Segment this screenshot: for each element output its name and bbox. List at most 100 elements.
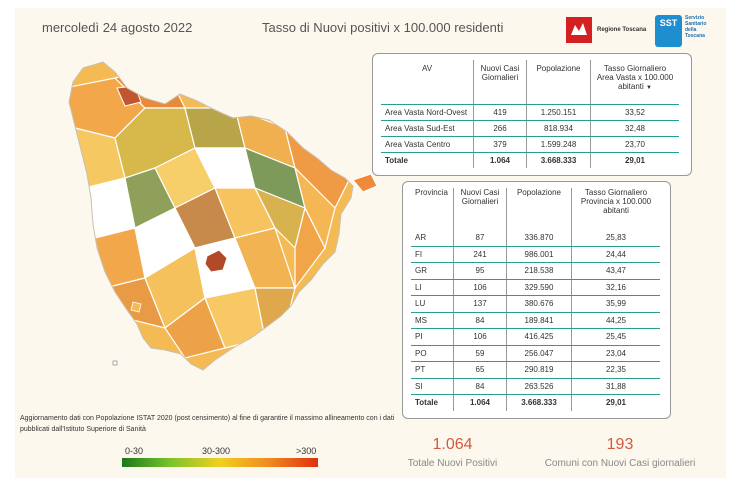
- prov-casi: 95: [453, 262, 507, 280]
- prov-pop: 263.526: [506, 378, 572, 395]
- av-casi-col-header: Nuovi Casi Giornalieri: [473, 60, 527, 105]
- prov-pop: 290.819: [506, 361, 572, 379]
- table-row: MS 84 189.841 44,25: [411, 312, 660, 329]
- prov-casi: 106: [453, 279, 507, 296]
- kpi-comuni-value: 193: [606, 436, 634, 453]
- prov-name: AR: [411, 230, 454, 247]
- tuscany-municipalities-map: [68, 61, 378, 371]
- prov-name: PI: [411, 328, 454, 346]
- prov-pop: 218.538: [506, 262, 572, 280]
- area-vasta-table: AV Nuovi Casi Giornalieri Popolazione Ta…: [381, 60, 679, 168]
- prov-casi: 137: [453, 295, 507, 313]
- prov-tasso-col-header: Tasso Giornaliero Provincia x 100.000 ab…: [580, 188, 652, 215]
- av-total-name: Totale: [381, 152, 474, 168]
- table-row: Area Vasta Centro 379 1.599.248 23,70: [381, 136, 679, 153]
- av-casi: 419: [473, 104, 527, 121]
- av-total-pop: 3.668.333: [526, 152, 591, 168]
- prov-pop: 380.676: [506, 295, 572, 313]
- prov-casi: 84: [453, 312, 507, 329]
- table-row: Area Vasta Sud-Est 266 818.934 32,48: [381, 120, 679, 137]
- prov-name: LI: [411, 279, 454, 296]
- av-name: Area Vasta Centro: [381, 136, 474, 153]
- area-vasta-card: AV Nuovi Casi Giornalieri Popolazione Ta…: [372, 53, 692, 176]
- av-pop: 818.934: [526, 120, 591, 137]
- regione-toscana-emblem-icon: [566, 17, 592, 43]
- prov-tasso: 35,99: [571, 295, 660, 313]
- report-date: mercoledì 24 agosto 2022: [42, 20, 193, 35]
- regione-toscana-logo: Regione Toscana: [566, 17, 646, 43]
- prov-tasso: 44,25: [571, 312, 660, 329]
- prov-casi: 65: [453, 361, 507, 379]
- table-row: Area Vasta Nord-Ovest 419 1.250.151 33,5…: [381, 104, 679, 121]
- prov-name: PT: [411, 361, 454, 379]
- prov-col-header: Provincia: [411, 188, 454, 230]
- page-title: Tasso di Nuovi positivi x 100.000 reside…: [262, 20, 504, 35]
- av-total-casi: 1.064: [473, 152, 527, 168]
- sst-logo-short: SST: [659, 18, 678, 28]
- legend-gradient-bar: [122, 458, 318, 467]
- table-total-row: Totale 1.064 3.668.333 29,01: [381, 152, 679, 168]
- sort-desc-icon: ▼: [646, 85, 652, 91]
- kpi-comuni-label: Comuni con Nuovi Casi giornalieri: [544, 458, 696, 469]
- table-row: SI 84 263.526 31,88: [411, 378, 660, 395]
- prov-name: MS: [411, 312, 454, 329]
- av-total-tasso: 29,01: [624, 156, 646, 165]
- prov-casi: 87: [453, 230, 507, 247]
- legend-low-label: 0-30: [125, 446, 144, 456]
- prov-casi: 84: [453, 378, 507, 395]
- table-total-row: Totale 1.064 3.668.333 29,01: [411, 394, 660, 411]
- kpi-positivi-label: Totale Nuovi Positivi: [407, 458, 498, 469]
- av-tasso-col-header[interactable]: Tasso Giornaliero Area Vasta x 100.000 a…: [590, 60, 679, 105]
- sst-logo-text: Servizio Sanitario della Toscana: [685, 15, 707, 39]
- prov-total-name: Totale: [411, 394, 454, 411]
- table-row: AR 87 336.870 25,83: [411, 230, 660, 247]
- prov-pop-col-header: Popolazione: [506, 188, 572, 230]
- prov-tasso: 22,35: [571, 361, 660, 379]
- av-tasso-header-label: Tasso Giornaliero Area Vasta x 100.000 a…: [596, 64, 674, 91]
- av-casi: 379: [473, 136, 527, 153]
- av-tasso: 32,48: [590, 120, 679, 137]
- prov-name: FI: [411, 246, 454, 263]
- prov-casi: 106: [453, 328, 507, 346]
- provincia-card: Provincia Nuovi Casi Giornalieri Popolaz…: [402, 181, 671, 419]
- prov-name: PO: [411, 345, 454, 362]
- table-row: PT 65 290.819 22,35: [411, 361, 660, 379]
- av-col-header: AV: [381, 60, 474, 105]
- prov-tasso: 31,88: [571, 378, 660, 395]
- prov-name: SI: [411, 378, 454, 395]
- prov-casi-col-header: Nuovi Casi Giornalieri: [453, 188, 507, 230]
- prov-tasso: 25,83: [571, 230, 660, 247]
- prov-tasso: 32,16: [571, 279, 660, 296]
- table-row: LI 106 329.590 32,16: [411, 279, 660, 296]
- av-tasso: 33,52: [590, 104, 679, 121]
- prov-pop: 189.841: [506, 312, 572, 329]
- prov-total-pop: 3.668.333: [506, 394, 572, 411]
- legend-high-label: >300: [296, 446, 317, 456]
- prov-total-tasso: 29,01: [605, 398, 627, 408]
- footnote: Aggiornamento dati con Popolazione ISTAT…: [20, 415, 395, 433]
- prov-pop: 329.590: [506, 279, 572, 296]
- prov-pop: 256.047: [506, 345, 572, 362]
- prov-tasso: 24,44: [571, 246, 660, 263]
- table-row: GR 95 218.538 43,47: [411, 262, 660, 280]
- prov-casi: 59: [453, 345, 507, 362]
- regione-toscana-label: Regione Toscana: [597, 27, 647, 33]
- kpi-positivi-value: 1.064: [432, 436, 473, 453]
- kpi-total-positivi: 1.064 Totale Nuovi Positivi: [395, 436, 510, 469]
- av-casi: 266: [473, 120, 527, 137]
- prov-tasso: 43,47: [571, 262, 660, 280]
- color-legend: 0-30 30-300 >300: [122, 446, 318, 467]
- prov-pop: 986.001: [506, 246, 572, 263]
- prov-tasso: 25,45: [571, 328, 660, 346]
- table-row: LU 137 380.676 35,99: [411, 295, 660, 313]
- av-pop-col-header: Popolazione: [526, 60, 591, 105]
- sst-logo: SST Servizio Sanitario della Toscana: [655, 15, 715, 47]
- av-pop: 1.250.151: [526, 104, 591, 121]
- prov-name: GR: [411, 262, 454, 280]
- table-row: PO 59 256.047 23,04: [411, 345, 660, 362]
- av-name: Area Vasta Sud-Est: [381, 120, 474, 137]
- prov-pop: 336.870: [506, 230, 572, 247]
- av-pop: 1.599.248: [526, 136, 591, 153]
- table-row: PI 106 416.425 25,45: [411, 328, 660, 346]
- prov-total-casi: 1.064: [453, 394, 507, 411]
